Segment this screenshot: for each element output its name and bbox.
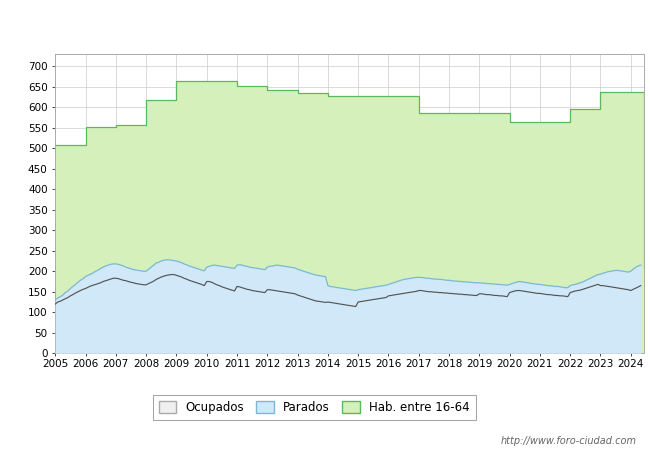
Text: Valdemanco - Evolucion de la poblacion en edad de Trabajar Mayo de 2024: Valdemanco - Evolucion de la poblacion e… [74, 17, 576, 30]
Text: http://www.foro-ciudad.com: http://www.foro-ciudad.com [501, 436, 637, 446]
Legend: Ocupados, Parados, Hab. entre 16-64: Ocupados, Parados, Hab. entre 16-64 [153, 395, 476, 420]
